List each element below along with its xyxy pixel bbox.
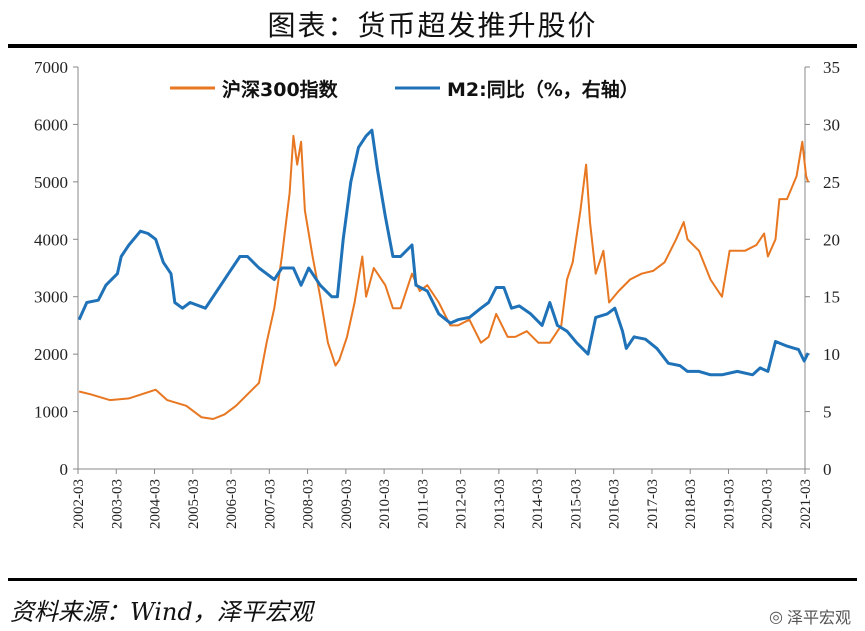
x-tick-label: 2002-03 bbox=[71, 479, 87, 529]
x-tick-label: 2016-03 bbox=[607, 479, 623, 529]
left-tick-label: 3000 bbox=[34, 288, 68, 307]
left-tick-label: 0 bbox=[60, 460, 69, 479]
left-tick-label: 5000 bbox=[34, 173, 68, 192]
legend-label-csi300: 沪深300指数 bbox=[222, 78, 339, 101]
right-tick-label: 10 bbox=[823, 345, 840, 364]
x-tick-label: 2004-03 bbox=[148, 479, 164, 529]
x-tick-label: 2014-03 bbox=[530, 479, 546, 529]
left-tick-label: 1000 bbox=[34, 403, 68, 422]
x-tick-label: 2018-03 bbox=[683, 479, 699, 529]
right-tick-label: 15 bbox=[823, 288, 840, 307]
legend-label-m2: M2:同比（%，右轴） bbox=[447, 78, 639, 101]
bottom-rule bbox=[8, 578, 857, 581]
brand-watermark: ◎ 泽平宏观 bbox=[769, 604, 851, 628]
x-tick-label: 2019-03 bbox=[721, 479, 737, 529]
x-tick-label: 2011-03 bbox=[415, 479, 431, 528]
x-tick-label: 2003-03 bbox=[109, 479, 125, 529]
right-tick-label: 0 bbox=[823, 460, 832, 479]
x-tick-label: 2007-03 bbox=[262, 479, 278, 529]
series-line-csi300 bbox=[78, 134, 810, 420]
chart-area: 0 1000 2000 3000 4000 5000 6000 7000 0 5 10 15 20 25 3… bbox=[34, 58, 840, 529]
x-tick-label: 2012-03 bbox=[454, 479, 470, 529]
x-tick-label: 2017-03 bbox=[645, 479, 661, 529]
right-tick-label: 35 bbox=[823, 58, 840, 77]
x-tick-label: 2005-03 bbox=[186, 479, 202, 529]
x-tick-label: 2006-03 bbox=[224, 479, 240, 529]
left-tick-label: 2000 bbox=[34, 345, 68, 364]
source-note: 资料来源：Wind，泽平宏观 bbox=[10, 598, 313, 626]
top-rule bbox=[8, 44, 857, 48]
right-tick-label: 20 bbox=[823, 230, 840, 249]
x-tick-label: 2010-03 bbox=[377, 479, 393, 529]
chart-title: 图表：货币超发推升股价 bbox=[267, 9, 598, 42]
left-tick-label: 4000 bbox=[34, 230, 68, 249]
x-tick-label: 2021-03 bbox=[798, 479, 814, 529]
x-tick-label: 2008-03 bbox=[301, 479, 317, 529]
series-line-m2 bbox=[77, 128, 810, 377]
right-tick-label: 25 bbox=[823, 173, 840, 192]
x-tick-label: 2015-03 bbox=[568, 479, 584, 529]
left-tick-label: 7000 bbox=[34, 58, 68, 77]
x-tick-label: 2009-03 bbox=[339, 479, 355, 529]
right-tick-label: 30 bbox=[823, 115, 840, 134]
left-tick-label: 6000 bbox=[34, 115, 68, 134]
x-tick-label: 2020-03 bbox=[760, 479, 776, 529]
right-tick-label: 5 bbox=[823, 403, 832, 422]
brand-label: 泽平宏观 bbox=[786, 608, 851, 627]
x-tick-label: 2013-03 bbox=[492, 479, 508, 529]
wechat-icon: ◎ bbox=[769, 606, 783, 626]
